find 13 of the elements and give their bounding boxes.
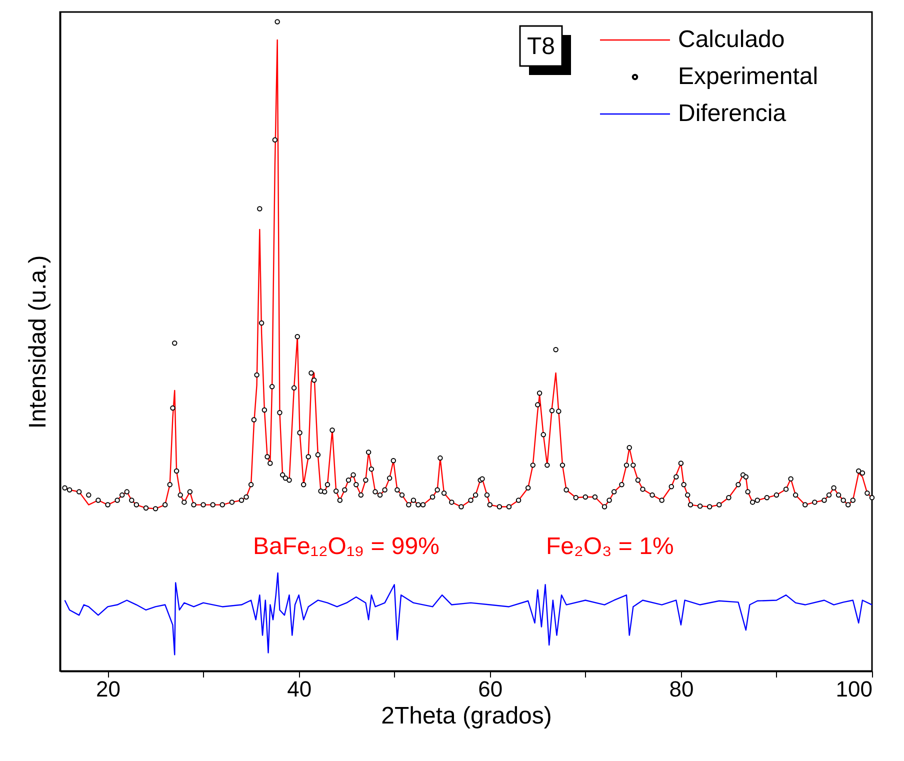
x-tick-label: 100: [836, 676, 872, 702]
annotation: Fe₂O₃ = 1%: [546, 533, 674, 560]
x-tick-label: 20: [96, 676, 121, 702]
y-axis-title: Intensidad (u.a.): [24, 255, 52, 429]
x-axis-title: 2Theta (grados): [381, 702, 552, 730]
legend-label: Calculado: [678, 26, 785, 53]
x-tick-label: 80: [669, 676, 694, 702]
legend-label: Diferencia: [678, 100, 787, 127]
annotation: T8: [526, 33, 556, 60]
legend-label: Experimental: [678, 63, 818, 90]
x-tick-label: 40: [287, 676, 312, 702]
x-tick-label: 60: [478, 676, 503, 702]
annotation: BaFe₁₂O₁₉ = 99%: [253, 533, 440, 560]
